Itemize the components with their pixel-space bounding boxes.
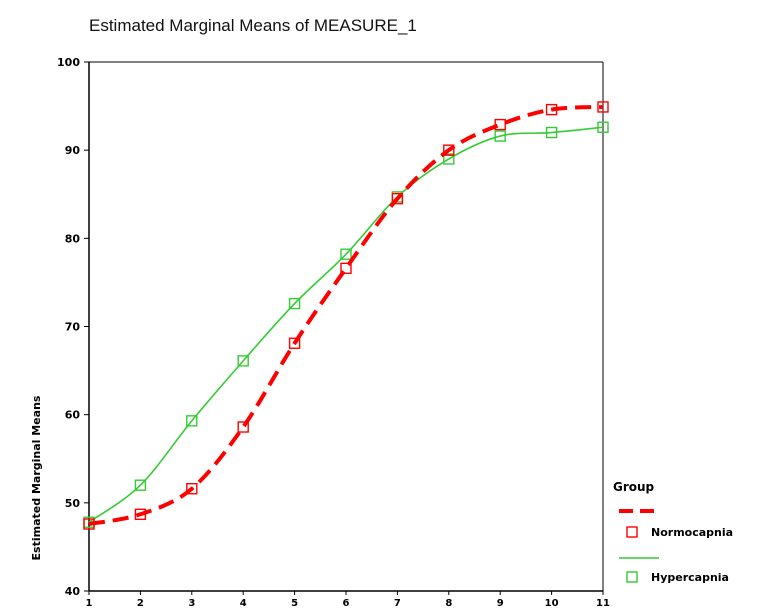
data-point-marker — [237, 421, 249, 433]
data-point-marker — [443, 144, 455, 156]
y-tick-label: 70 — [65, 321, 81, 334]
x-tick-label: 11 — [596, 598, 610, 609]
y-tick-label: 40 — [65, 585, 81, 598]
y-tick-label: 100 — [57, 56, 80, 69]
data-point-marker — [83, 518, 95, 530]
x-ticks: 1 2 3 4 5 6 7 8 9 10 11 — [86, 591, 610, 609]
data-point-marker — [443, 153, 455, 165]
x-tick-label: 9 — [497, 598, 504, 609]
y-tick-label: 90 — [65, 144, 81, 157]
series-normocapnia — [83, 101, 609, 530]
legend: Group Normocapnia Hypercapnia — [613, 480, 733, 584]
x-tick-label: 6 — [343, 598, 350, 609]
data-point-marker — [186, 483, 198, 495]
data-point-marker — [288, 297, 301, 310]
y-tick-label: 50 — [65, 497, 81, 510]
data-point-marker — [288, 337, 301, 349]
y-tick-label: 80 — [65, 232, 81, 245]
x-tick-label: 3 — [188, 598, 195, 609]
y-axis-label: Estimated Marginal Means — [30, 395, 43, 560]
data-point-marker — [597, 121, 609, 133]
y-ticks: 40 50 60 70 80 90 100 — [57, 56, 89, 598]
legend-label-normocapnia: Normocapnia — [651, 526, 733, 539]
data-point-marker — [597, 101, 609, 113]
data-point-marker — [340, 248, 352, 260]
y-tick-label: 60 — [65, 409, 81, 422]
data-point-marker — [545, 126, 558, 139]
series-hypercapnia — [83, 121, 609, 528]
legend-marker-hypercapnia — [626, 571, 638, 583]
data-point-marker — [391, 192, 404, 205]
data-point-marker — [340, 262, 352, 275]
legend-items: Normocapnia Hypercapnia — [619, 509, 733, 584]
x-tick-label: 2 — [137, 598, 144, 609]
series-layer — [83, 101, 609, 530]
x-tick-label: 5 — [291, 598, 298, 609]
legend-marker-normocapnia — [626, 526, 638, 538]
chart-title: Estimated Marginal Means of MEASURE_1 — [89, 16, 417, 35]
legend-label-hypercapnia: Hypercapnia — [651, 571, 729, 584]
data-point-marker — [545, 103, 558, 116]
data-point-marker — [186, 415, 198, 427]
x-tick-label: 8 — [445, 598, 452, 609]
x-tick-label: 10 — [545, 598, 559, 609]
x-tick-label: 7 — [394, 598, 401, 609]
data-point-marker — [494, 130, 506, 142]
plot-area — [88, 61, 604, 592]
data-point-marker — [134, 479, 147, 491]
legend-title: Group — [613, 480, 655, 494]
data-point-marker — [494, 118, 506, 131]
data-point-marker — [237, 355, 249, 367]
x-tick-label: 1 — [86, 598, 93, 609]
data-point-marker — [134, 508, 147, 520]
series-line-normocapnia — [88, 104, 604, 526]
x-tick-label: 4 — [240, 598, 247, 609]
series-line-hypercapnia — [88, 126, 604, 523]
